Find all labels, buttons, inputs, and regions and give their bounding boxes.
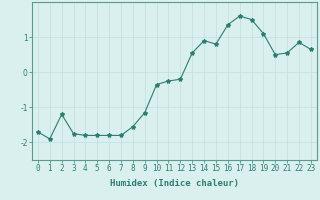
- X-axis label: Humidex (Indice chaleur): Humidex (Indice chaleur): [110, 179, 239, 188]
